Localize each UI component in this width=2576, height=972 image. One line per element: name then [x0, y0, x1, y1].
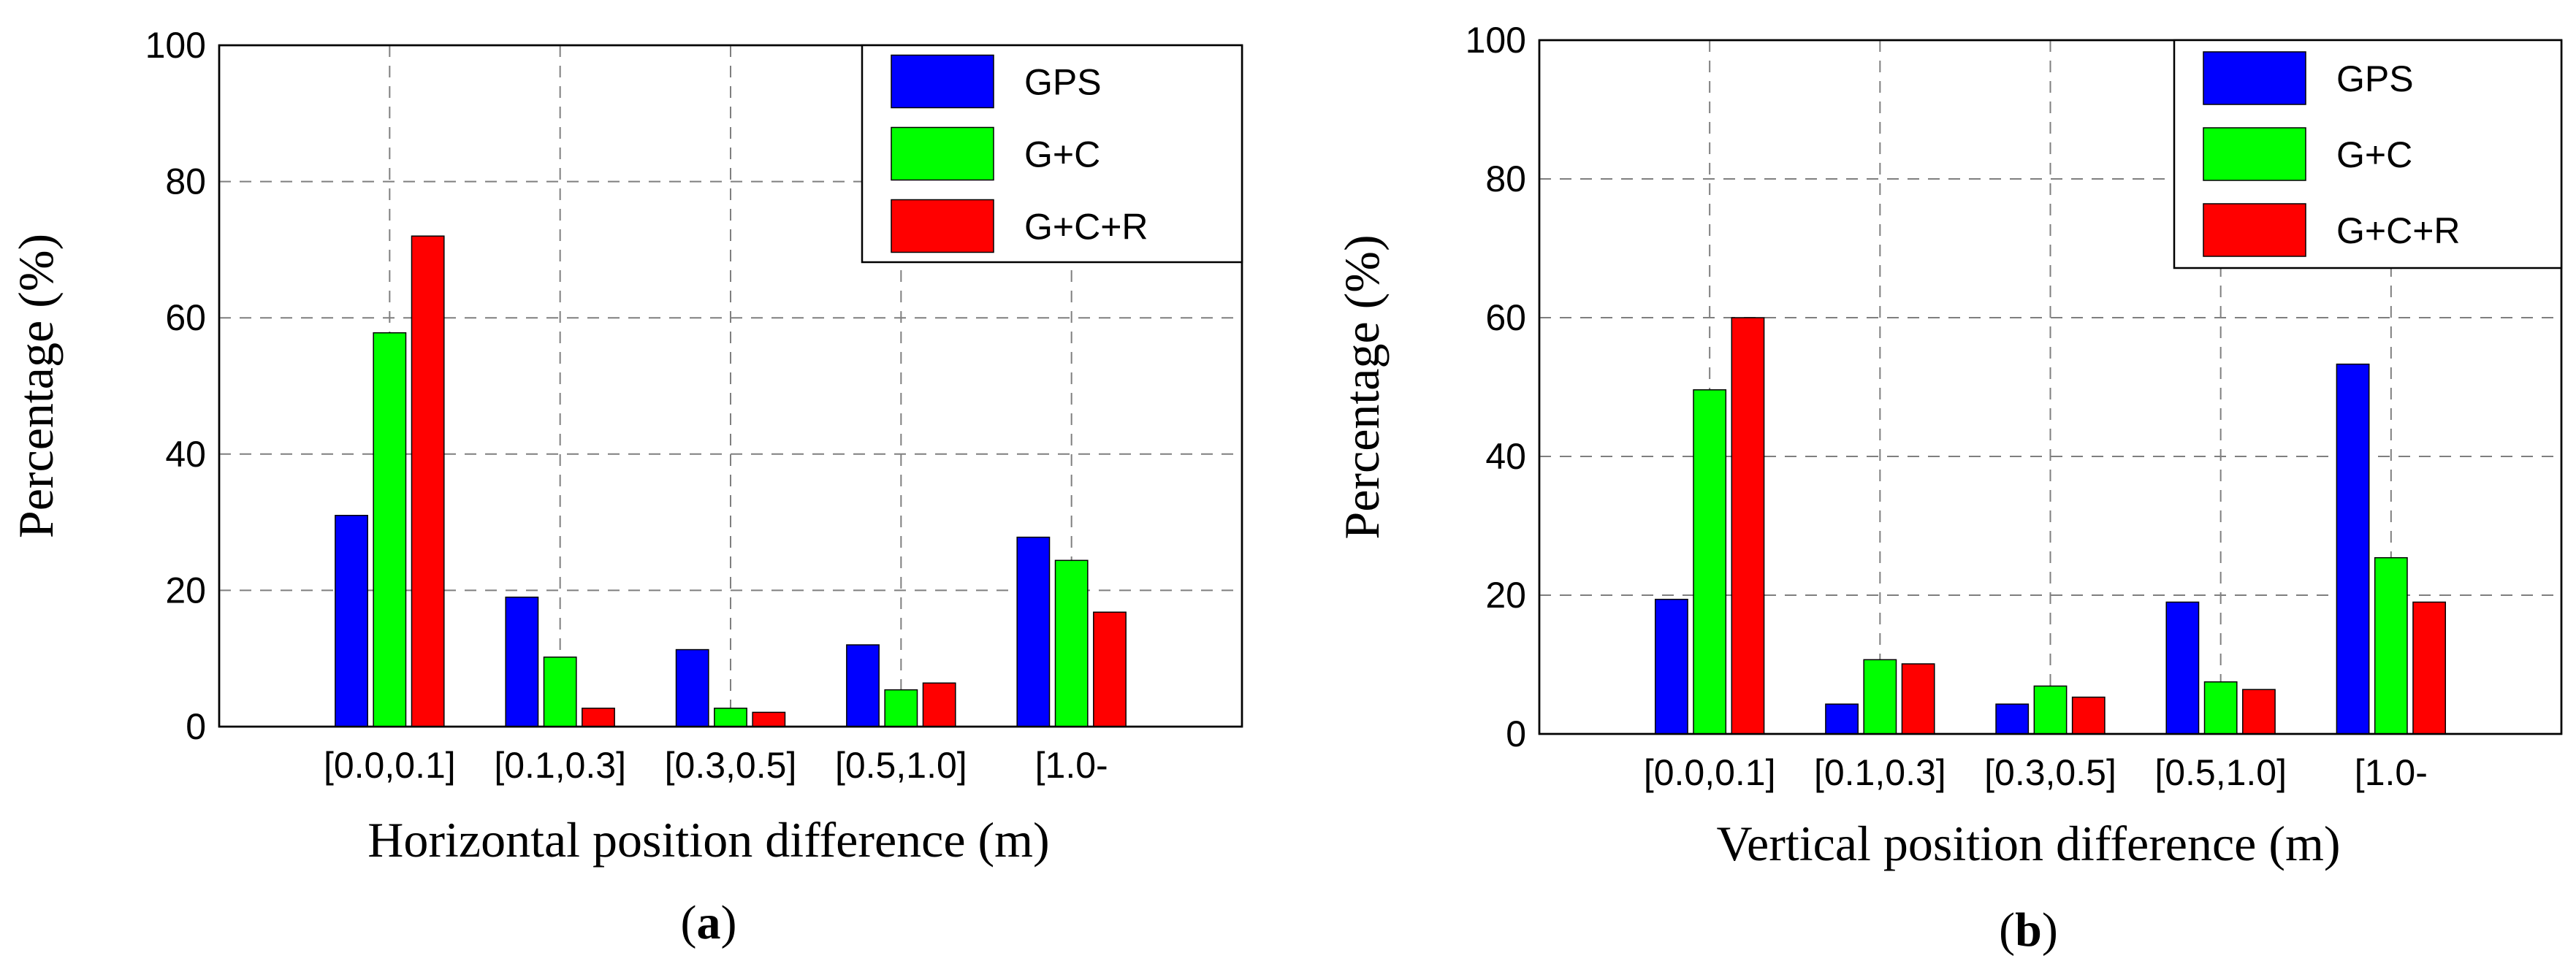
- bar-gps-3: [846, 644, 880, 727]
- bar-g-plus-c-2: [2033, 685, 2068, 735]
- x-tick-label: [0.3,0.5]: [665, 745, 797, 786]
- bar-g-plus-c-plus-r-2: [752, 711, 786, 727]
- axes-border: [1538, 39, 2563, 735]
- bar-g-plus-c-plus-r-1: [1901, 663, 1935, 735]
- legend-swatch: [2203, 51, 2306, 105]
- y-tick-label: 0: [1506, 713, 1526, 754]
- bar-g-plus-c-1: [543, 657, 577, 727]
- x-axis-title: Horizontal position difference (m): [367, 812, 1049, 868]
- bar-gps-0: [335, 515, 368, 727]
- legend-label: G+C+R: [2336, 210, 2461, 251]
- bar-g-plus-c-plus-r-4: [1093, 611, 1127, 727]
- bar-g-plus-c-plus-r-0: [1731, 317, 1765, 735]
- x-tick-label: [1.0-: [2355, 752, 2428, 793]
- legend-label: G+C+R: [1024, 207, 1148, 248]
- x-tick-label: [0.1,0.3]: [494, 745, 626, 786]
- y-axis-title: Percentage (%): [8, 234, 64, 538]
- chart-panel-b: 0 20 40 60 80 100 [0.0,0.1] [0.1,0.3] [0.3,0.5] […: [1334, 20, 2563, 957]
- bar-gps-2: [675, 648, 709, 727]
- panel-label: (a): [681, 896, 737, 949]
- legend-label: GPS: [2336, 58, 2414, 99]
- x-tick-label: [0.3,0.5]: [1984, 752, 2116, 793]
- bar-gps-2: [1995, 703, 2030, 735]
- bar-gps-4: [2336, 363, 2370, 735]
- legend-swatch: [891, 126, 994, 181]
- legend-label: G+C: [2336, 134, 2412, 175]
- legend-swatch: [891, 54, 994, 109]
- legend-swatch: [2203, 203, 2306, 257]
- legend-swatch: [891, 199, 994, 253]
- bar-gps-0: [1654, 598, 1688, 735]
- y-tick-label: 60: [165, 297, 206, 338]
- panel-label: (b): [1999, 903, 2058, 957]
- x-tick-label: [1.0-: [1035, 745, 1108, 786]
- x-tick-label: [0.5,1.0]: [835, 745, 967, 786]
- bar-g-plus-c-3: [2203, 681, 2238, 735]
- bar-g-plus-c-0: [373, 332, 407, 727]
- bar-g-plus-c-0: [1693, 389, 1727, 735]
- legend-label: G+C: [1024, 134, 1100, 175]
- bar-g-plus-c-plus-r-2: [2071, 696, 2106, 735]
- bar-g-plus-c-4: [2374, 556, 2408, 735]
- y-tick-label: 100: [145, 25, 206, 66]
- y-tick-label: 80: [165, 161, 206, 202]
- x-tick-label: [0.0,0.1]: [324, 745, 456, 786]
- legend-label: GPS: [1024, 62, 1102, 103]
- bar-gps-1: [1825, 703, 1859, 735]
- bar-g-plus-c-4: [1054, 559, 1089, 727]
- y-tick-label: 60: [1485, 297, 1526, 338]
- x-tick-label: [0.1,0.3]: [1814, 752, 1946, 793]
- bar-gps-4: [1016, 536, 1051, 727]
- bar-g-plus-c-plus-r-3: [922, 682, 956, 727]
- y-axis-title: Percentage (%): [1334, 234, 1390, 539]
- y-tick-label: 20: [165, 570, 206, 611]
- legend: GPS G+C G+C+R: [2173, 39, 2563, 269]
- bar-g-plus-c-plus-r-4: [2412, 601, 2447, 735]
- y-tick-label: 0: [186, 706, 206, 747]
- y-tick-label: 40: [1485, 436, 1526, 477]
- bar-gps-1: [505, 596, 539, 727]
- legend: GPS G+C G+C+R: [861, 44, 1243, 264]
- bar-g-plus-c-plus-r-0: [411, 235, 445, 727]
- y-tick-label: 20: [1485, 575, 1526, 616]
- bar-gps-3: [2165, 601, 2200, 735]
- x-tick-label: [0.5,1.0]: [2154, 752, 2287, 793]
- x-axis-title: Vertical position difference (m): [1716, 816, 2340, 871]
- bar-g-plus-c-plus-r-1: [582, 708, 615, 727]
- y-tick-label: 100: [1466, 20, 1526, 61]
- x-tick-label: [0.0,0.1]: [1644, 752, 1776, 793]
- chart-panel-a: 0 20 40 60 80 100 [0.0,0.1] [0.1,0.3] [0.3,0.5] […: [8, 25, 1243, 949]
- bar-g-plus-c-2: [714, 708, 747, 727]
- y-tick-label: 40: [165, 434, 206, 475]
- bar-g-plus-c-3: [884, 689, 918, 727]
- bar-g-plus-c-1: [1863, 659, 1897, 735]
- bar-g-plus-c-plus-r-3: [2242, 689, 2276, 735]
- axes-border: [218, 44, 1243, 728]
- y-tick-label: 80: [1485, 158, 1526, 199]
- legend-swatch: [2203, 127, 2306, 181]
